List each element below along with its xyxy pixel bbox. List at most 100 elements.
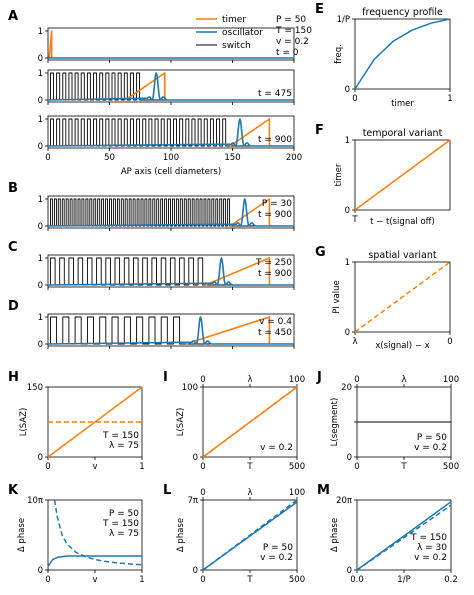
y-tick-label: 0 bbox=[38, 453, 43, 463]
param-label: t = 900 bbox=[258, 210, 292, 220]
legend-label: switch bbox=[222, 41, 251, 51]
param-label: v = 0.2 bbox=[414, 443, 447, 453]
x-tick-label: 200 bbox=[286, 153, 302, 163]
panel-label-b: B bbox=[8, 181, 18, 196]
y-tick-label: 0 bbox=[345, 206, 350, 216]
param-label: P = 50 bbox=[109, 509, 139, 519]
x-tick-label: 0.2 bbox=[444, 575, 458, 585]
panel-label-f: F bbox=[315, 123, 324, 138]
param-label: t = 900 bbox=[258, 269, 292, 279]
y-axis-label: Δ phase bbox=[17, 518, 27, 552]
x-tick-label: 150 bbox=[224, 153, 240, 163]
series-line bbox=[354, 139, 451, 211]
param-label: T = 150 bbox=[275, 26, 312, 36]
series-dashed-line bbox=[53, 499, 143, 566]
series-dashed-line bbox=[202, 499, 298, 571]
panel-label-k: K bbox=[8, 483, 19, 498]
y-tick-label: 0 bbox=[38, 142, 43, 152]
panel-label-l: L bbox=[163, 483, 171, 498]
panel-title: spatial variant bbox=[368, 250, 436, 261]
param-label: λ = 75 bbox=[109, 529, 139, 539]
switch-line bbox=[48, 257, 294, 286]
time-label: t = 900 bbox=[258, 135, 292, 145]
top-tick-label: 100 bbox=[443, 375, 459, 385]
y-tick-label: 1 bbox=[38, 195, 43, 205]
series-dashed-line bbox=[354, 261, 451, 333]
oscillator-line bbox=[47, 316, 294, 345]
y-tick-label: 0 bbox=[38, 222, 43, 232]
axes-frame bbox=[354, 261, 451, 333]
top-axis-label: λ bbox=[401, 375, 406, 385]
top-axis-label: λ bbox=[247, 375, 252, 385]
x-tick-label: 0 bbox=[200, 575, 205, 585]
x-tick-label: T bbox=[351, 215, 358, 225]
y-axis-label: L(SAZ) bbox=[19, 408, 29, 437]
param-label: T = 150 bbox=[102, 519, 139, 529]
series-line bbox=[47, 555, 142, 567]
param-label: v = 0.2 bbox=[260, 443, 293, 453]
panel-title: frequency profile bbox=[362, 7, 443, 18]
legend-label: timer bbox=[222, 15, 246, 25]
y-tick-label: 20π bbox=[336, 496, 352, 506]
x-axis-label: 1/P bbox=[397, 575, 410, 585]
param-label: v = 0.2 bbox=[276, 37, 309, 47]
panel-label-a: A bbox=[8, 9, 18, 24]
y-tick-label: 0 bbox=[345, 328, 350, 338]
oscillator-line bbox=[47, 118, 294, 147]
param-label: λ = 30 bbox=[417, 543, 447, 553]
param-label: P = 50 bbox=[417, 433, 447, 443]
switch-line bbox=[48, 72, 294, 101]
x-tick-label: λ bbox=[352, 337, 357, 347]
y-axis-label: freq. bbox=[334, 44, 344, 64]
legend: timer oscillator switch bbox=[196, 15, 263, 51]
x-tick-label: 0 bbox=[447, 337, 452, 347]
panel-label-c: C bbox=[8, 240, 18, 255]
x-tick-label: 0 bbox=[45, 462, 50, 472]
oscillator-line bbox=[47, 72, 294, 101]
y-tick-label: 20 bbox=[341, 383, 352, 393]
param-label: t = 450 bbox=[258, 328, 292, 338]
panel-title: temporal variant bbox=[363, 128, 443, 139]
param-label: v = 0.2 bbox=[414, 553, 447, 563]
timer-line bbox=[125, 72, 166, 101]
y-tick-label: 1/P bbox=[337, 15, 350, 25]
panel-label-i: I bbox=[163, 370, 168, 385]
y-tick-label: 1 bbox=[38, 254, 43, 264]
x-tick-label: 500 bbox=[443, 462, 459, 472]
param-label: T = 150 bbox=[410, 533, 447, 543]
y-axis-label: L(SAZ) bbox=[176, 408, 186, 437]
y-tick-label: 1 bbox=[38, 27, 43, 37]
y-tick-label: 0 bbox=[193, 453, 198, 463]
top-axis-label: λ bbox=[247, 488, 252, 498]
oscillator-line bbox=[47, 198, 294, 227]
x-tick-label: 0 bbox=[45, 153, 50, 163]
x-axis-label: v bbox=[92, 575, 97, 585]
param-label: v = 0.4 bbox=[259, 317, 292, 327]
y-tick-label: 0 bbox=[347, 453, 352, 463]
x-tick-label: 1 bbox=[139, 462, 144, 472]
series-dashed-line bbox=[202, 386, 298, 458]
y-tick-label: 1 bbox=[345, 258, 350, 268]
switch-line bbox=[48, 198, 294, 227]
timer-line bbox=[229, 118, 271, 147]
x-axis-label: T bbox=[246, 575, 253, 585]
x-tick-label: 500 bbox=[289, 462, 305, 472]
top-tick-label: 0 bbox=[354, 375, 359, 385]
param-label: T = 150 bbox=[102, 431, 139, 441]
panel-label-e: E bbox=[315, 2, 324, 17]
x-tick-label: 100 bbox=[163, 153, 179, 163]
x-tick-label: 1 bbox=[447, 94, 452, 104]
x-axis-label: v bbox=[92, 462, 97, 472]
series-line bbox=[47, 386, 143, 458]
y-tick-label: 0 bbox=[193, 566, 198, 576]
panel-label-h: H bbox=[8, 370, 19, 385]
timer-line bbox=[185, 316, 271, 345]
param-label: t = 0 bbox=[276, 48, 299, 58]
switch-line bbox=[48, 118, 294, 147]
